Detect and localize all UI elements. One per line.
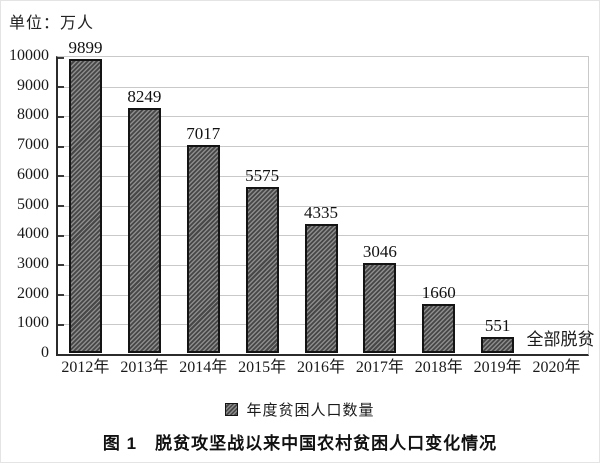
bar-2016年: [304, 224, 338, 353]
y-axis-tick: [58, 234, 64, 237]
bar-2015年: [245, 187, 279, 353]
y-axis-tick: [58, 115, 64, 118]
y-axis-tick: [58, 86, 64, 89]
gridline: [58, 116, 588, 118]
x-tick-label: 2013年: [120, 359, 169, 376]
x-tick-label: 2018年: [414, 359, 463, 376]
bar-value-label: 8249: [127, 87, 162, 106]
y-tick-label: 6000: [17, 165, 49, 183]
y-tick-label: 4000: [17, 225, 49, 243]
y-axis-tick: [58, 323, 64, 326]
bar-2012年: [68, 58, 102, 353]
gridline: [58, 86, 588, 88]
x-tick-label: 2020年: [532, 359, 581, 376]
figure-caption: 图 1 脱贫攻坚战以来中国农村贫困人口变化情况: [102, 434, 498, 453]
y-tick-label: 9000: [17, 76, 49, 94]
y-tick-label: 0: [41, 344, 49, 361]
y-axis-tick: [58, 56, 64, 59]
legend-label: 年度贫困人口数量: [246, 403, 375, 419]
bar-2018年: [422, 303, 456, 353]
x-tick-label: 2019年: [473, 359, 522, 376]
annotation-all-lifted: 全部脱贫: [526, 330, 595, 349]
bar-2017年: [363, 262, 397, 353]
bar-value-label: 1660: [421, 282, 456, 302]
x-tick-label: 2014年: [179, 359, 228, 376]
bar-2013年: [127, 108, 161, 353]
y-axis-tick: [58, 175, 64, 178]
bar-value-label: 7017: [186, 123, 221, 143]
y-tick-label: 10000: [9, 47, 49, 64]
gridline: [58, 146, 588, 148]
y-tick-label: 8000: [17, 106, 49, 124]
y-tick-label: 1000: [17, 314, 49, 332]
y-axis-tick: [58, 205, 64, 207]
bar-value-label: 551: [484, 315, 511, 335]
y-tick-label: 7000: [17, 136, 49, 154]
bar-2014年: [186, 144, 220, 353]
gridline: [58, 205, 588, 207]
bar-2019年: [481, 336, 515, 353]
bar-value-label: 3046: [362, 241, 397, 261]
y-tick-label: 2000: [17, 284, 49, 302]
bar-value-label: 5575: [245, 166, 280, 186]
y-tick-label: 5000: [17, 195, 49, 213]
x-tick-label: 2016年: [296, 359, 346, 376]
bar-value-label: 4335: [304, 203, 338, 223]
x-tick-label: 2012年: [61, 359, 110, 376]
y-tick-label: 3000: [17, 254, 49, 272]
legend: 年度贫困人口数量: [1, 399, 599, 420]
y-axis-tick: [58, 264, 64, 267]
bar-value-label: 9899: [68, 37, 103, 57]
y-axis-tick: [58, 294, 64, 297]
gridline: [58, 175, 588, 177]
legend-swatch-icon: [225, 403, 239, 416]
y-axis-tick: [58, 145, 64, 148]
x-tick-label: 2017年: [355, 359, 404, 376]
x-tick-label: 2015年: [238, 359, 287, 376]
unit-label: 单位：万人: [9, 15, 95, 32]
